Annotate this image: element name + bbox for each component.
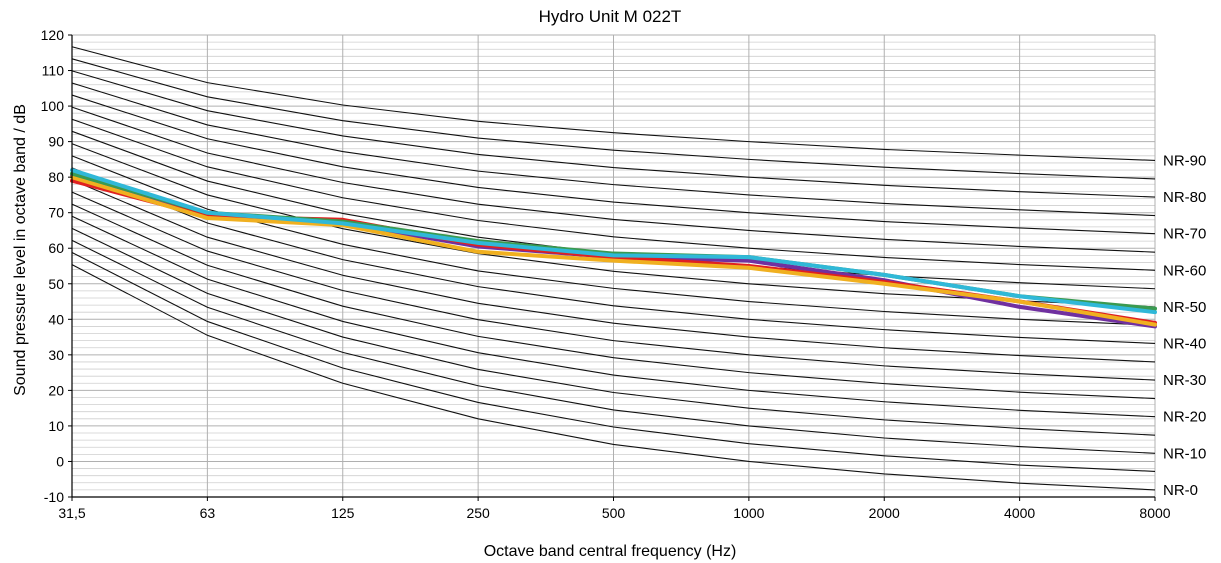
x-tick-label: 63 — [200, 505, 216, 521]
y-tick-label: -10 — [44, 489, 64, 505]
nr-curve-0 — [71, 264, 1156, 491]
series-line-5 — [70, 168, 1157, 315]
y-tick-label: 10 — [48, 418, 64, 434]
nr-curve-5 — [71, 252, 1156, 472]
y-tick-label: 90 — [48, 134, 64, 150]
y-tick-label: 60 — [48, 240, 64, 256]
x-tick-label: 4000 — [1004, 505, 1035, 521]
nr-label: NR-50 — [1163, 299, 1206, 316]
nr-curve-80 — [71, 70, 1156, 198]
nr-curve-65 — [71, 106, 1156, 253]
y-tick-label: 30 — [48, 347, 64, 363]
nr-curve-20 — [71, 215, 1156, 418]
chart-title: Hydro Unit M 022T — [539, 7, 682, 26]
nr-label: NR-80 — [1163, 189, 1206, 206]
x-tick-label: 125 — [331, 505, 355, 521]
data-series — [70, 168, 1157, 329]
nr-curve-40 — [71, 167, 1156, 345]
y-tick-label: 110 — [42, 63, 65, 79]
x-tick-label: 31,5 — [58, 505, 85, 521]
nr-label: NR-10 — [1163, 445, 1206, 462]
y-tick-label: 80 — [48, 169, 64, 185]
nr-curve-60 — [71, 118, 1156, 271]
nr-label: NR-90 — [1163, 152, 1206, 169]
y-tick-label: 40 — [48, 311, 64, 327]
nr-curve-15 — [71, 227, 1156, 436]
x-tick-label: 1000 — [733, 505, 764, 521]
x-tick-label: 2000 — [869, 505, 900, 521]
nr-label: NR-0 — [1163, 482, 1198, 499]
nr-curve-90 — [71, 46, 1156, 162]
y-tick-label: 0 — [56, 453, 64, 469]
y-tick-label: 70 — [48, 205, 64, 221]
nr-curve-10 — [71, 239, 1156, 454]
nr-curve-70 — [71, 94, 1156, 235]
nr-label: NR-40 — [1163, 335, 1206, 352]
nr-curve-35 — [71, 179, 1156, 363]
x-tick-label: 250 — [466, 505, 490, 521]
y-tick-label: 120 — [41, 27, 65, 43]
x-axis-title: Octave band central frequency (Hz) — [484, 543, 737, 560]
nr-label: NR-30 — [1163, 372, 1206, 389]
grid — [71, 34, 1156, 498]
y-tick-label: 100 — [41, 98, 65, 114]
y-tick-label: 20 — [48, 382, 64, 398]
series-line-3 — [70, 175, 1157, 327]
nr-label: NR-60 — [1163, 262, 1206, 279]
nr-curve-25 — [71, 203, 1156, 400]
nr-label: NR-70 — [1163, 226, 1206, 243]
x-tick-label: 8000 — [1139, 505, 1170, 521]
x-tick-label: 500 — [602, 505, 626, 521]
nr-label: NR-20 — [1163, 409, 1206, 426]
y-axis-title: Sound pressure level in octave band / dB — [12, 104, 29, 396]
nr-curve-85 — [71, 58, 1156, 180]
nr-curve-75 — [71, 82, 1156, 217]
y-tick-label: 50 — [48, 276, 64, 292]
nr-curve-30 — [71, 191, 1156, 381]
